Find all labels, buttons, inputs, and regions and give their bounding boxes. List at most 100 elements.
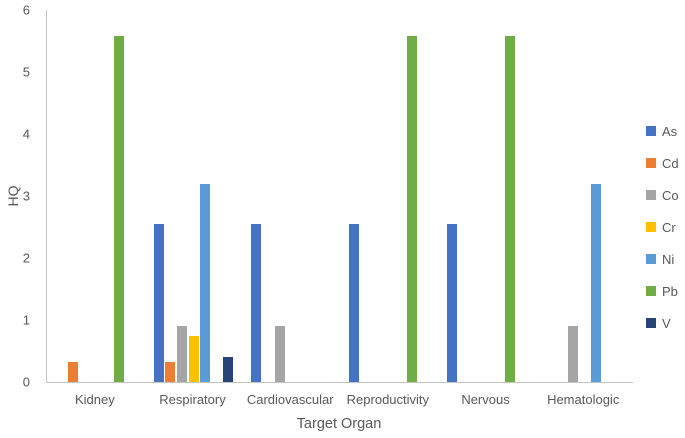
bar-as-nervous (446, 223, 457, 382)
y-tick-label-0: 0 (22, 374, 30, 390)
bar-slot-cd-respiratory (165, 10, 177, 382)
bar-pb-reproductivity (407, 36, 418, 382)
x-tick-label-hematologic: Hematologic (547, 392, 620, 407)
bar-ni-hematologic (590, 183, 601, 382)
bar-group-nervous (438, 10, 536, 382)
legend-swatch-v (646, 318, 656, 328)
bar-slot-cd-cardiovascular (262, 10, 274, 382)
bar-slot-co-cardiovascular (274, 10, 286, 382)
bar-slot-cd-kidney (67, 10, 79, 382)
bar-slot-as-respiratory (153, 10, 165, 382)
legend-swatch-as (646, 126, 656, 136)
bar-slot-cr-nervous (481, 10, 493, 382)
bar-as-reproductivity (349, 223, 360, 382)
bar-as-cardiovascular (251, 223, 262, 382)
bar-slot-as-reproductivity (348, 10, 360, 382)
bar-slot-co-kidney (78, 10, 90, 382)
bar-pb-nervous (504, 36, 515, 382)
x-axis-title: Target Organ (296, 416, 382, 432)
legend-swatch-co (646, 190, 656, 200)
bar-co-cardiovascular (274, 325, 285, 382)
legend-item-cd: Cd (646, 154, 679, 172)
legend-item-cr: Cr (646, 218, 679, 236)
bar-cr-respiratory (188, 336, 199, 382)
y-tick-label-4: 4 (22, 126, 30, 142)
bar-slot-ni-hematologic (590, 10, 602, 382)
legend-item-as: As (646, 122, 679, 140)
x-tick-label-nervous: Nervous (461, 392, 510, 407)
bar-slot-cd-reproductivity (360, 10, 372, 382)
legend-label-cr: Cr (662, 219, 676, 235)
bar-slot-cr-cardiovascular (285, 10, 297, 382)
bar-slot-cd-nervous (458, 10, 470, 382)
legend-swatch-cr (646, 222, 656, 232)
bar-group-respiratory (145, 10, 243, 382)
bar-slot-as-nervous (446, 10, 458, 382)
bar-group-cardiovascular (242, 10, 340, 382)
y-tick-label-1: 1 (22, 312, 30, 328)
bar-slot-cr-respiratory (188, 10, 200, 382)
y-tick-label-2: 2 (22, 250, 30, 266)
bar-ni-respiratory (200, 183, 211, 382)
bar-group-reproductivity (340, 10, 438, 382)
bar-slot-as-cardiovascular (251, 10, 263, 382)
bar-group-hematologic (535, 10, 633, 382)
bar-slot-pb-reproductivity (406, 10, 418, 382)
bar-slot-cr-kidney (90, 10, 102, 382)
bar-slot-as-hematologic (544, 10, 556, 382)
legend-swatch-pb (646, 286, 656, 296)
bar-slot-v-reproductivity (418, 10, 430, 382)
bar-slot-v-cardiovascular (320, 10, 332, 382)
bar-co-hematologic (567, 325, 578, 382)
bar-slot-pb-cardiovascular (309, 10, 321, 382)
bar-slot-ni-reproductivity (395, 10, 407, 382)
bar-slot-co-respiratory (176, 10, 188, 382)
legend-label-cd: Cd (662, 155, 679, 171)
legend-item-co: Co (646, 186, 679, 204)
x-tick-label-respiratory: Respiratory (159, 392, 226, 407)
bar-slot-v-respiratory (222, 10, 234, 382)
bar-v-respiratory (223, 357, 234, 382)
legend-item-v: V (646, 314, 679, 332)
bar-cd-kidney (67, 361, 78, 382)
legend: As Cd Co Cr Ni Pb V (646, 122, 679, 332)
bar-slot-cd-hematologic (555, 10, 567, 382)
legend-label-co: Co (662, 187, 679, 203)
bar-slot-co-nervous (469, 10, 481, 382)
y-axis: 0 1 2 3 4 5 6 (0, 4, 38, 389)
bar-slot-ni-nervous (492, 10, 504, 382)
bar-slot-ni-respiratory (199, 10, 211, 382)
bar-slot-v-kidney (125, 10, 137, 382)
bar-slot-pb-respiratory (211, 10, 223, 382)
bar-pb-kidney (114, 36, 125, 382)
bar-slot-cr-reproductivity (383, 10, 395, 382)
legend-label-v: V (662, 315, 671, 331)
bar-slot-ni-cardiovascular (297, 10, 309, 382)
y-tick-label-3: 3 (22, 188, 30, 204)
bar-as-respiratory (153, 223, 164, 382)
bar-slot-v-hematologic (613, 10, 625, 382)
bar-group-kidney (47, 10, 145, 382)
bar-slot-cr-hematologic (578, 10, 590, 382)
x-tick-label-kidney: Kidney (74, 392, 115, 407)
bar-slot-v-nervous (516, 10, 528, 382)
bar-slot-ni-kidney (102, 10, 114, 382)
y-tick-label-6: 6 (22, 2, 30, 18)
bar-slot-co-hematologic (567, 10, 579, 382)
legend-label-ni: Ni (662, 251, 675, 267)
bar-slot-co-reproductivity (371, 10, 383, 382)
x-tick-label-reproductivity: Reproductivity (346, 392, 430, 407)
legend-label-as: As (662, 123, 678, 139)
bar-slot-as-kidney (55, 10, 67, 382)
legend-item-pb: Pb (646, 282, 679, 300)
plot-area (46, 10, 633, 383)
bar-slot-pb-hematologic (602, 10, 614, 382)
bar-slot-pb-nervous (504, 10, 516, 382)
legend-item-ni: Ni (646, 250, 679, 268)
legend-swatch-ni (646, 254, 656, 264)
legend-label-pb: Pb (662, 283, 678, 299)
y-tick-label-5: 5 (22, 64, 30, 80)
bar-co-respiratory (176, 325, 187, 382)
bar-cd-respiratory (165, 361, 176, 382)
